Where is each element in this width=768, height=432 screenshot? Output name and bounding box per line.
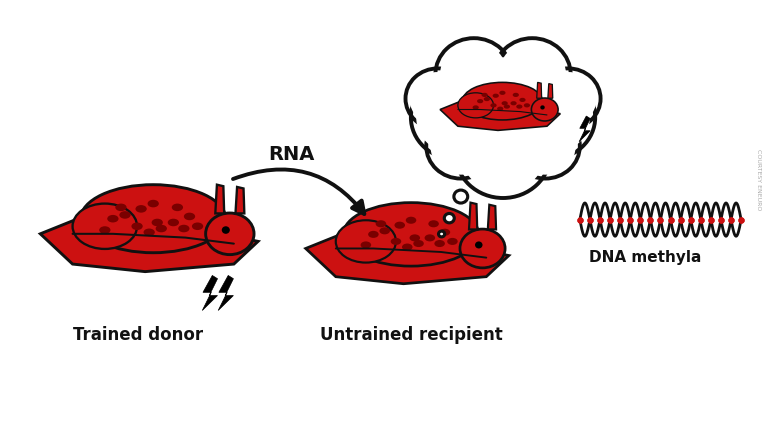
Polygon shape bbox=[215, 184, 224, 213]
Ellipse shape bbox=[99, 226, 111, 234]
Circle shape bbox=[536, 68, 601, 129]
Ellipse shape bbox=[156, 225, 167, 232]
Ellipse shape bbox=[402, 244, 412, 251]
Ellipse shape bbox=[429, 220, 439, 227]
Text: Untrained recipient: Untrained recipient bbox=[319, 326, 502, 344]
Text: COURTESY ENEURO: COURTESY ENEURO bbox=[756, 149, 761, 211]
Ellipse shape bbox=[491, 103, 497, 108]
Ellipse shape bbox=[178, 225, 190, 232]
Ellipse shape bbox=[477, 99, 483, 103]
Polygon shape bbox=[537, 83, 541, 98]
Ellipse shape bbox=[435, 240, 445, 247]
Ellipse shape bbox=[482, 93, 488, 97]
Ellipse shape bbox=[147, 200, 159, 207]
Circle shape bbox=[461, 114, 545, 193]
FancyArrowPatch shape bbox=[233, 169, 364, 214]
Circle shape bbox=[506, 76, 595, 159]
Ellipse shape bbox=[531, 98, 558, 121]
Ellipse shape bbox=[519, 98, 525, 102]
Ellipse shape bbox=[425, 234, 435, 241]
Circle shape bbox=[416, 81, 495, 154]
Circle shape bbox=[411, 76, 500, 159]
Circle shape bbox=[541, 105, 545, 110]
Circle shape bbox=[450, 62, 556, 161]
Circle shape bbox=[406, 68, 470, 129]
Ellipse shape bbox=[492, 94, 499, 98]
Ellipse shape bbox=[484, 97, 490, 101]
Polygon shape bbox=[440, 97, 561, 130]
Polygon shape bbox=[202, 276, 217, 311]
Circle shape bbox=[475, 241, 482, 248]
Ellipse shape bbox=[343, 203, 478, 266]
Circle shape bbox=[498, 42, 566, 106]
Polygon shape bbox=[40, 211, 258, 272]
Ellipse shape bbox=[361, 241, 371, 248]
Circle shape bbox=[454, 190, 468, 203]
Polygon shape bbox=[579, 116, 591, 142]
Ellipse shape bbox=[499, 91, 505, 95]
Ellipse shape bbox=[206, 213, 254, 254]
Circle shape bbox=[444, 213, 455, 223]
Ellipse shape bbox=[368, 231, 379, 238]
Ellipse shape bbox=[81, 185, 226, 253]
Ellipse shape bbox=[439, 229, 450, 236]
Circle shape bbox=[515, 118, 576, 175]
Ellipse shape bbox=[497, 107, 503, 111]
Polygon shape bbox=[469, 203, 477, 229]
Ellipse shape bbox=[447, 238, 458, 245]
Circle shape bbox=[443, 55, 563, 168]
Ellipse shape bbox=[151, 219, 163, 226]
Ellipse shape bbox=[379, 227, 390, 234]
Ellipse shape bbox=[458, 93, 494, 118]
Circle shape bbox=[455, 109, 551, 198]
Polygon shape bbox=[488, 205, 496, 229]
Circle shape bbox=[426, 114, 495, 178]
Ellipse shape bbox=[336, 220, 396, 263]
Ellipse shape bbox=[376, 220, 386, 227]
Polygon shape bbox=[548, 84, 553, 98]
Text: RNA: RNA bbox=[269, 145, 315, 164]
Ellipse shape bbox=[167, 219, 179, 226]
Ellipse shape bbox=[108, 215, 118, 222]
Ellipse shape bbox=[513, 93, 519, 97]
Ellipse shape bbox=[409, 234, 420, 241]
Ellipse shape bbox=[119, 211, 131, 219]
Ellipse shape bbox=[504, 105, 510, 109]
Circle shape bbox=[494, 38, 571, 110]
Ellipse shape bbox=[184, 213, 195, 220]
Ellipse shape bbox=[192, 222, 204, 230]
Circle shape bbox=[430, 118, 492, 175]
Circle shape bbox=[409, 72, 466, 125]
Circle shape bbox=[511, 114, 580, 178]
Ellipse shape bbox=[413, 240, 424, 247]
Circle shape bbox=[511, 81, 590, 154]
Ellipse shape bbox=[131, 222, 143, 230]
Ellipse shape bbox=[460, 229, 505, 268]
Ellipse shape bbox=[511, 101, 517, 105]
Ellipse shape bbox=[115, 203, 127, 211]
Polygon shape bbox=[236, 187, 244, 213]
Circle shape bbox=[222, 226, 230, 234]
Ellipse shape bbox=[135, 205, 147, 213]
Circle shape bbox=[435, 38, 512, 110]
Ellipse shape bbox=[395, 222, 405, 229]
Ellipse shape bbox=[144, 229, 155, 236]
Ellipse shape bbox=[524, 103, 530, 108]
Circle shape bbox=[540, 72, 597, 125]
Ellipse shape bbox=[462, 83, 542, 120]
Ellipse shape bbox=[391, 238, 401, 245]
Text: Trained donor: Trained donor bbox=[73, 326, 204, 344]
Polygon shape bbox=[306, 227, 509, 284]
Ellipse shape bbox=[472, 105, 478, 110]
Ellipse shape bbox=[73, 203, 137, 249]
Ellipse shape bbox=[502, 101, 508, 105]
Ellipse shape bbox=[172, 203, 183, 211]
Text: DNA methyla: DNA methyla bbox=[589, 250, 701, 265]
Polygon shape bbox=[218, 276, 233, 311]
Circle shape bbox=[440, 42, 508, 106]
Ellipse shape bbox=[406, 217, 416, 224]
Ellipse shape bbox=[516, 105, 522, 109]
Circle shape bbox=[439, 231, 445, 237]
